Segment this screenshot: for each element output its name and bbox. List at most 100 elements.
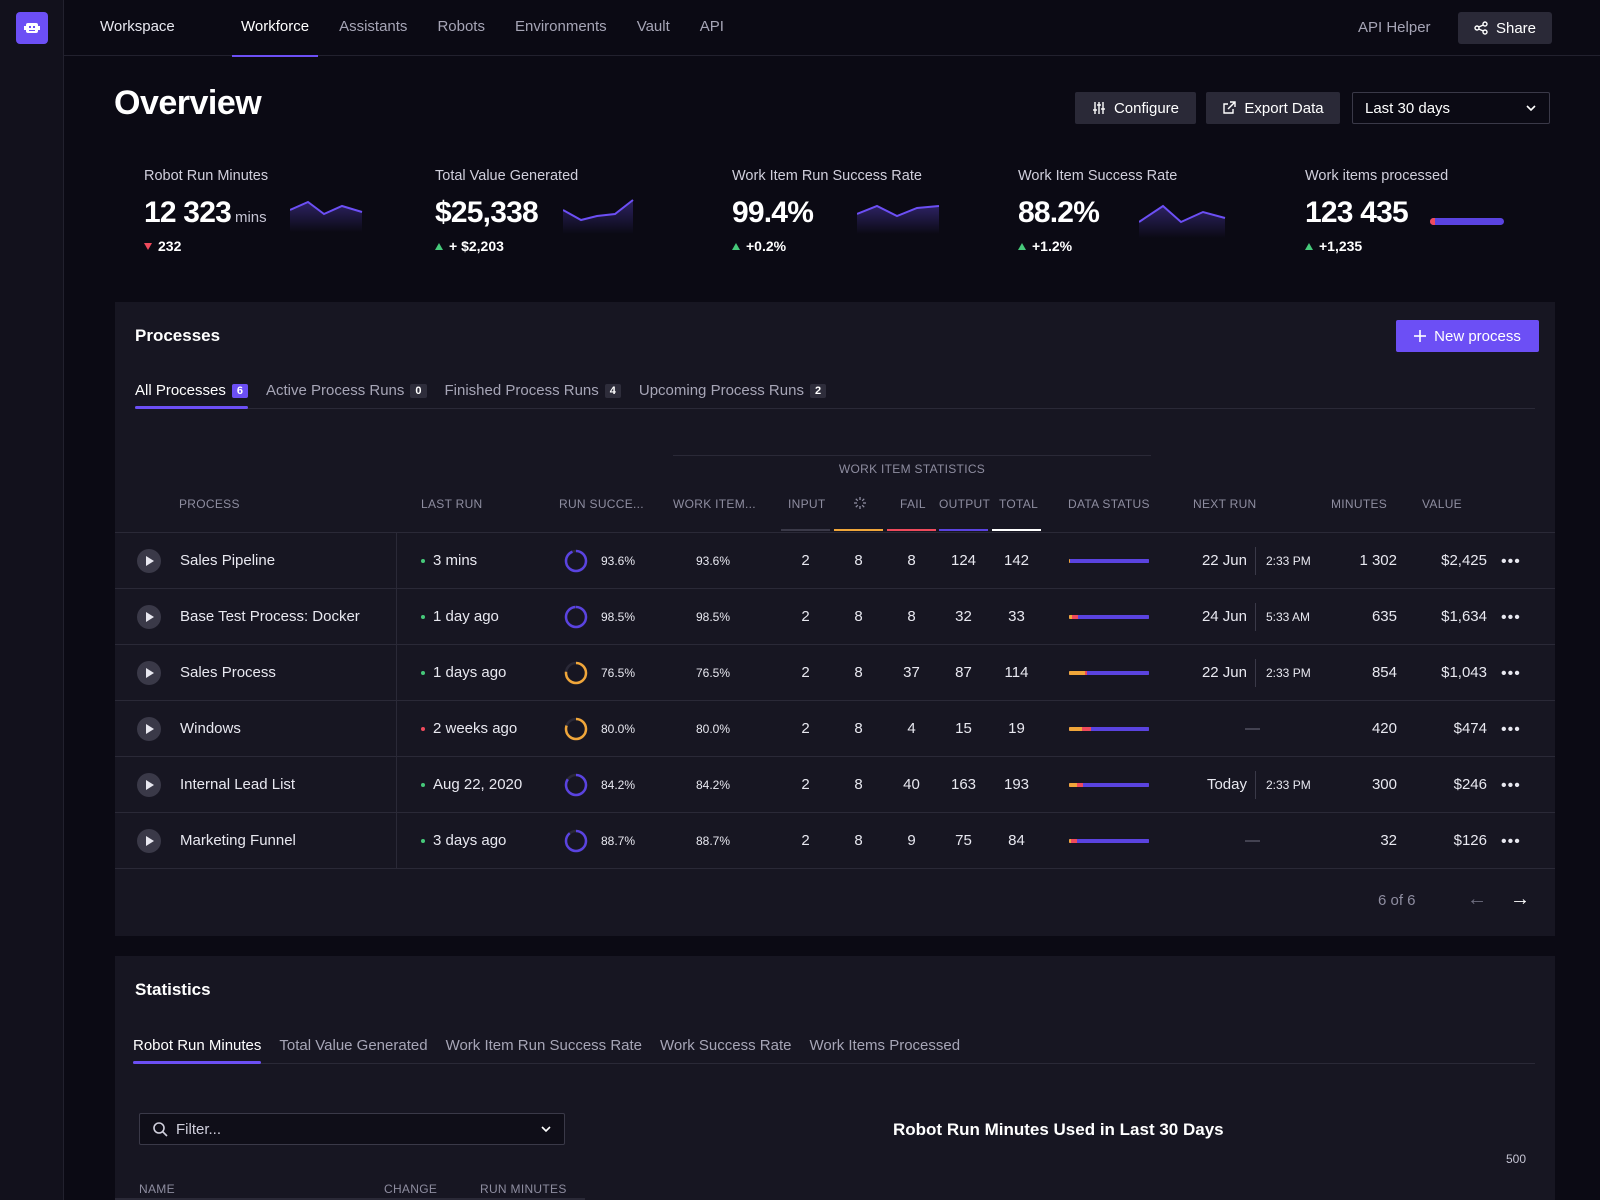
- col-name[interactable]: NAME: [139, 1182, 175, 1196]
- process-name[interactable]: Internal Lead List: [180, 776, 296, 793]
- last-run-text: 3 days ago: [433, 832, 507, 849]
- col-next-run[interactable]: NEXT RUN: [1193, 497, 1257, 511]
- workspace-switcher[interactable]: Workspace: [100, 18, 175, 35]
- main-nav: Workforce Assistants Robots Environments…: [230, 0, 743, 57]
- sparkline: [1139, 204, 1226, 238]
- next-run-date: 22 Jun: [1201, 552, 1247, 569]
- run-process-play-icon[interactable]: [137, 773, 161, 797]
- tab-finished-runs[interactable]: Finished Process Runs 4: [445, 382, 621, 408]
- robot-logo-icon[interactable]: [16, 12, 48, 44]
- kpi-label: Work Item Run Success Rate: [732, 168, 922, 184]
- col-fail[interactable]: FAIL: [900, 497, 926, 511]
- col-last-run[interactable]: LAST RUN: [421, 497, 483, 511]
- work-item-statistics-header: WORK ITEM STATISTICS: [673, 455, 1151, 476]
- tab-upcoming-runs[interactable]: Upcoming Process Runs 2: [639, 382, 827, 408]
- nav-robots[interactable]: Robots: [437, 18, 485, 35]
- data-status-fail-segment: [1070, 839, 1077, 843]
- work-item-value: 80.0%: [695, 721, 731, 736]
- nav-workforce[interactable]: Workforce: [230, 0, 320, 57]
- col-run-success[interactable]: RUN SUCCE...: [559, 497, 644, 511]
- kpi-number: 12 323: [144, 196, 232, 229]
- run-process-play-icon[interactable]: [137, 549, 161, 573]
- external-link-icon: [1223, 101, 1237, 114]
- minutes-value: 420: [1371, 720, 1397, 737]
- col-minutes[interactable]: MINUTES: [1331, 497, 1388, 511]
- configure-button[interactable]: Configure: [1075, 92, 1196, 124]
- tab-all-processes[interactable]: All Processes 6: [135, 382, 248, 409]
- process-name[interactable]: Base Test Process: Docker: [180, 608, 360, 625]
- more-options-icon[interactable]: •••: [1501, 833, 1521, 850]
- more-options-icon[interactable]: •••: [1501, 721, 1521, 738]
- more-options-icon[interactable]: •••: [1501, 665, 1521, 682]
- api-helper-link[interactable]: API Helper: [1358, 19, 1431, 36]
- sparkline: [857, 204, 940, 234]
- table-row[interactable]: Base Test Process: Docker 1 day ago 98.5% 9…: [115, 588, 1555, 645]
- tab-work-items-processed[interactable]: Work Items Processed: [809, 1037, 961, 1054]
- col-run-minutes[interactable]: RUN MINUTES: [480, 1182, 567, 1196]
- table-row[interactable]: Marketing Funnel 3 days ago 88.7% 88.7% 2 8 9 7…: [115, 812, 1555, 869]
- export-data-button[interactable]: Export Data: [1206, 92, 1340, 124]
- table-row[interactable]: Windows 2 weeks ago 80.0% 80.0% 2 8 4 15 19 — 420 $…: [115, 700, 1555, 757]
- more-options-icon[interactable]: •••: [1501, 553, 1521, 570]
- tab-active-runs[interactable]: Active Process Runs 0: [266, 382, 427, 408]
- col-output[interactable]: OUTPUT: [939, 497, 991, 511]
- data-status-progress-segment: [1069, 839, 1071, 843]
- tab-total-value-generated[interactable]: Total Value Generated: [279, 1037, 428, 1054]
- process-name[interactable]: Sales Pipeline: [180, 552, 276, 569]
- nav-environments[interactable]: Environments: [514, 18, 607, 35]
- run-process-play-icon[interactable]: [137, 661, 161, 685]
- col-process[interactable]: PROCESS: [179, 497, 240, 511]
- kpi-value: 123 435: [1305, 196, 1409, 229]
- col-total[interactable]: TOTAL: [999, 497, 1039, 511]
- col-data-status[interactable]: DATA STATUS: [1068, 497, 1150, 511]
- new-process-button[interactable]: New process: [1396, 320, 1539, 352]
- spinner-icon[interactable]: [853, 496, 867, 513]
- run-process-play-icon[interactable]: [137, 829, 161, 853]
- nav-vault[interactable]: Vault: [636, 18, 670, 35]
- date-range-select[interactable]: Last 30 days: [1352, 92, 1550, 124]
- col-change[interactable]: CHANGE: [384, 1182, 438, 1196]
- run-process-play-icon[interactable]: [137, 605, 161, 629]
- table-row[interactable]: Sales Process 1 days ago 76.5% 76.5% 2 8 37 87 1…: [115, 644, 1555, 701]
- col-input[interactable]: INPUT: [788, 497, 826, 511]
- statistics-tabs: Robot Run Minutes Total Value Generated …: [133, 1037, 1535, 1064]
- more-options-icon[interactable]: •••: [1501, 609, 1521, 626]
- tab-robot-run-minutes[interactable]: Robot Run Minutes: [133, 1037, 262, 1064]
- processes-title: Processes: [135, 326, 221, 345]
- col-work-item[interactable]: WORK ITEM...: [673, 497, 756, 511]
- output-count: 32: [955, 608, 972, 625]
- data-status-progress-segment: [1069, 727, 1082, 731]
- tab-work-success-rate[interactable]: Work Success Rate: [660, 1037, 792, 1054]
- share-button[interactable]: Share: [1458, 12, 1552, 44]
- nav-assistants[interactable]: Assistants: [339, 18, 408, 35]
- column-divider: [396, 757, 397, 813]
- data-status-bar: [1069, 839, 1149, 843]
- value-amount: $246: [1453, 776, 1487, 793]
- filter-input[interactable]: Filter...: [139, 1113, 565, 1145]
- fail-count: 8: [907, 608, 916, 625]
- fail-count: 9: [907, 832, 916, 849]
- process-name[interactable]: Sales Process: [180, 664, 276, 681]
- fail-column-underline: [887, 529, 936, 531]
- kpi-label: Work Item Success Rate: [1018, 168, 1178, 184]
- trend-up-icon: [732, 242, 740, 250]
- kpi-delta-value: 232: [158, 238, 182, 254]
- next-page-arrow-icon[interactable]: →: [1510, 888, 1530, 910]
- data-status-fail-segment: [1077, 783, 1083, 787]
- more-options-icon[interactable]: •••: [1501, 777, 1521, 794]
- run-process-play-icon[interactable]: [137, 717, 161, 741]
- minutes-value: 635: [1371, 608, 1397, 625]
- status-dot-icon: [421, 838, 425, 843]
- process-name[interactable]: Marketing Funnel: [180, 832, 296, 849]
- next-run-time: 2:33 PM: [1266, 777, 1311, 792]
- nav-api[interactable]: API: [699, 18, 724, 35]
- table-row[interactable]: Internal Lead List Aug 22, 2020 84.2% 84.2%…: [115, 756, 1555, 813]
- prev-page-arrow-icon[interactable]: ←: [1467, 888, 1487, 910]
- kpi-total-value: Total Value Generated $25,338 + $2,203: [435, 168, 578, 254]
- table-row[interactable]: Sales Pipeline 3 mins 93.6% 93.6% 2 8 8 124 142 2…: [115, 532, 1555, 589]
- chart-title: Robot Run Minutes Used in Last 30 Days: [893, 1120, 1224, 1139]
- run-success: 80.0%: [563, 701, 635, 756]
- process-name[interactable]: Windows: [180, 720, 241, 737]
- col-value[interactable]: VALUE: [1422, 497, 1462, 511]
- tab-work-item-run-success-rate[interactable]: Work Item Run Success Rate: [445, 1037, 643, 1054]
